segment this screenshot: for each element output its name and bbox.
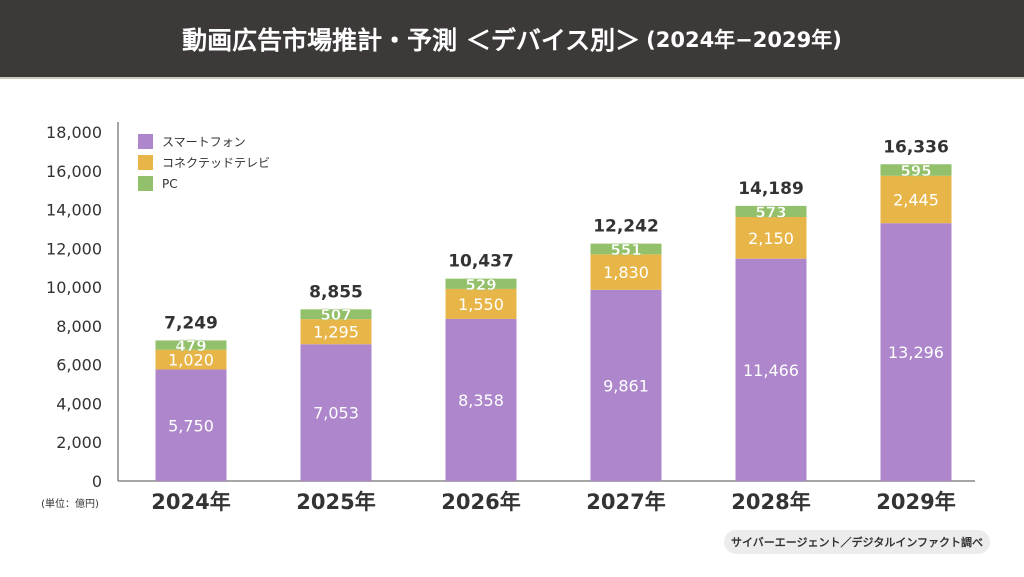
x-tick-label: 2025年 (296, 490, 375, 514)
legend-label: コネクテッドテレビ (162, 156, 270, 170)
data-label: 11,466 (743, 361, 799, 380)
bar-segment-0 (300, 344, 372, 481)
total-label: 7,249 (164, 313, 218, 333)
total-label: 10,437 (448, 252, 514, 272)
data-label: 2,150 (748, 229, 794, 248)
x-tick-label: 2027年 (586, 490, 665, 514)
data-label: 529 (465, 276, 496, 294)
data-label: 573 (755, 203, 786, 221)
bar-segment-1 (735, 217, 807, 259)
chart-title: 動画広告市場推計・予測 ＜デバイス別＞ (182, 25, 641, 55)
header: 動画広告市場推計・予測 ＜デバイス別＞ (2024年−2029年) (0, 0, 1024, 79)
bar-segment-0 (590, 289, 662, 481)
bar-segment-0 (155, 369, 227, 481)
bar-segment-0 (445, 318, 517, 481)
y-tick-label: 6,000 (56, 356, 102, 375)
bar-segment-2 (880, 164, 952, 176)
source-badge: サイバーエージェント／デジタルインファクト調べ (724, 530, 990, 554)
unit-label: (単位：億円) (41, 497, 99, 510)
data-label: 7,053 (313, 404, 359, 423)
chart-subtitle: (2024年−2029年) (646, 27, 842, 52)
y-tick-label: 10,000 (46, 278, 102, 297)
bar-segment-2 (735, 205, 807, 218)
y-tick-label: 18,000 (46, 123, 102, 142)
bar-segment-0 (880, 223, 952, 482)
data-label: 2,445 (893, 191, 939, 210)
x-tick-label: 2028年 (731, 490, 810, 514)
bar-segment-2 (155, 340, 227, 350)
data-label: 1,020 (168, 351, 214, 370)
data-label: 1,295 (313, 323, 359, 342)
x-tick-label: 2024年 (151, 490, 230, 514)
y-tick-label: 0 (92, 472, 102, 491)
total-label: 8,855 (309, 282, 363, 302)
total-label: 16,336 (883, 137, 949, 157)
data-label: 1,830 (603, 263, 649, 282)
legend-label: PC (162, 177, 178, 191)
legend-label: スマートフォン (162, 135, 246, 149)
bar-segment-1 (445, 288, 517, 319)
data-label: 9,861 (603, 376, 649, 395)
data-label: 8,358 (458, 391, 504, 410)
y-tick-label: 8,000 (56, 317, 102, 336)
bar-segment-2 (590, 243, 662, 255)
y-tick-label: 12,000 (46, 239, 102, 258)
data-label: 13,296 (888, 343, 944, 362)
bar-segment-2 (300, 309, 372, 320)
bar-segment-1 (880, 175, 952, 224)
total-label: 14,189 (738, 179, 804, 199)
bar-segment-1 (155, 349, 227, 370)
legend-swatch (138, 155, 153, 170)
legend-swatch (138, 176, 153, 191)
bar-segment-1 (300, 319, 372, 345)
data-label: 507 (320, 306, 351, 324)
data-label: 479 (175, 337, 206, 355)
y-tick-label: 4,000 (56, 394, 102, 413)
data-label: 5,750 (168, 416, 214, 435)
y-tick-label: 14,000 (46, 201, 102, 220)
total-label: 12,242 (593, 217, 659, 237)
legend-swatch (138, 134, 153, 149)
y-tick-label: 2,000 (56, 433, 102, 452)
y-tick-label: 16,000 (46, 162, 102, 181)
bar-segment-1 (590, 254, 662, 290)
data-label: 595 (900, 162, 931, 180)
bar-segment-0 (735, 258, 807, 481)
x-tick-label: 2026年 (441, 490, 520, 514)
x-tick-label: 2029年 (876, 490, 955, 514)
bar-segment-2 (445, 278, 517, 289)
data-label: 551 (610, 241, 641, 259)
data-label: 1,550 (458, 295, 504, 314)
